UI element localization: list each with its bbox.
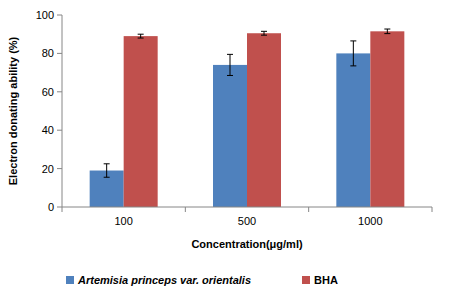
legend-swatch: [302, 276, 310, 284]
error-bar: [104, 164, 110, 177]
error-stem: [230, 54, 231, 75]
legend-swatch: [66, 276, 74, 284]
y-tick: [57, 207, 62, 208]
legend: Artemisia princeps var. orientalis BHA: [66, 274, 338, 286]
y-tick: [57, 168, 62, 169]
error-cap: [138, 38, 144, 39]
x-tick-label: 100: [114, 215, 132, 227]
y-tick-label: 80: [42, 47, 54, 59]
x-tick-label: 1000: [358, 215, 382, 227]
legend-label: BHA: [314, 274, 338, 286]
error-stem: [387, 29, 388, 34]
x-axis: [62, 207, 432, 208]
error-cap: [104, 177, 110, 178]
x-axis-title: Concentration(μg/ml): [191, 238, 303, 250]
bar: [336, 53, 370, 207]
error-cap: [384, 29, 390, 30]
chart-container: 0 20 40 60 80 100 100 500 1000 Concentration(μg/m…: [0, 0, 469, 302]
x-tick: [308, 207, 309, 212]
error-stem: [106, 164, 107, 177]
bar: [213, 65, 247, 207]
error-cap: [261, 35, 267, 36]
error-bar: [227, 54, 233, 75]
error-stem: [353, 41, 354, 66]
y-tick-label: 20: [42, 163, 54, 175]
error-cap: [227, 75, 233, 76]
error-stem: [264, 31, 265, 35]
error-cap: [384, 33, 390, 34]
y-tick: [57, 91, 62, 92]
error-cap: [104, 163, 110, 164]
x-tick: [432, 207, 433, 212]
y-tick-label: 60: [42, 86, 54, 98]
bar: [124, 36, 158, 207]
bar: [370, 31, 404, 207]
error-bar: [138, 34, 144, 38]
y-axis-title: Electron donating ability (%): [7, 36, 19, 185]
error-bar: [384, 29, 390, 34]
y-tick: [57, 53, 62, 54]
error-cap: [350, 40, 356, 41]
y-tick-label: 100: [36, 9, 54, 21]
chart: 0 20 40 60 80 100 100 500 1000 Concentration(μg/m…: [0, 0, 469, 302]
error-cap: [261, 31, 267, 32]
y-axis: [62, 15, 63, 207]
bars: [90, 29, 405, 207]
error-cap: [138, 34, 144, 35]
bar: [247, 33, 281, 207]
y-tick: [57, 130, 62, 131]
y-tick: [57, 15, 62, 16]
x-tick: [185, 207, 186, 212]
x-tick: [62, 207, 63, 212]
error-bar: [350, 41, 356, 66]
error-bar: [261, 31, 267, 35]
x-tick-label: 500: [238, 215, 256, 227]
error-cap: [350, 65, 356, 66]
error-cap: [227, 54, 233, 55]
legend-label: Artemisia princeps var. orientalis: [77, 274, 251, 286]
y-tick-label: 0: [48, 201, 54, 213]
error-stem: [140, 34, 141, 38]
y-tick-label: 40: [42, 124, 54, 136]
